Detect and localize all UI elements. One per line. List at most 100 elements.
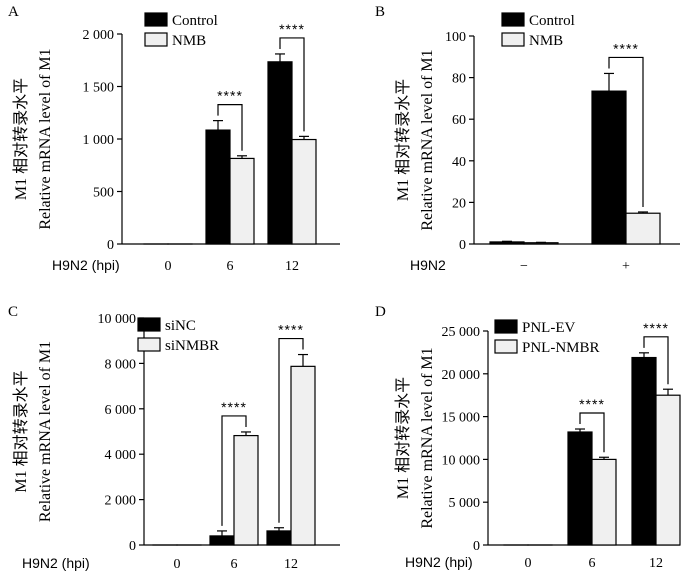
legend-swatch <box>144 32 168 47</box>
legend-swatch <box>137 317 161 332</box>
y-tick-label: 10 000 <box>442 453 481 468</box>
bar <box>291 138 317 245</box>
y-tick-label: 0 <box>129 539 136 554</box>
legend-label: PNL-NMBR <box>522 340 600 356</box>
bar <box>267 61 293 245</box>
x-tick-label: 6 <box>589 556 596 571</box>
x-tick-label: 12 <box>285 259 299 274</box>
significance-label: **** <box>643 320 669 336</box>
significance-bracket <box>608 56 644 207</box>
bar <box>266 530 292 546</box>
legend-swatch <box>137 337 161 352</box>
significance-bracket <box>279 37 305 132</box>
y-tick-label: 500 <box>93 186 114 201</box>
y-tick-label: 10 000 <box>98 312 137 327</box>
bar <box>523 242 559 245</box>
panel-label: C <box>8 304 18 320</box>
chart-panel-a: A 0 500 1 000 1 500 2 000 M1 相对转录水平 Relative mR… <box>8 4 340 274</box>
legend-label: Control <box>529 13 575 29</box>
x-axis-label: H9N2 (hpi) <box>22 555 90 571</box>
bar <box>489 241 525 245</box>
y-tick-label: 8 000 <box>105 357 137 372</box>
legend-label: NMB <box>172 33 206 49</box>
significance-label: **** <box>278 322 304 338</box>
y-axis-label-cn: M1 相对转录水平 <box>394 79 412 201</box>
legend-label: siNMBR <box>165 338 219 354</box>
x-axis-label: H9N2 (hpi) <box>52 257 120 273</box>
bar <box>655 394 681 546</box>
x-tick-label: − <box>520 259 528 274</box>
chart-panel-b: B 0 20 40 60 80 100 M1 相对转录水平 Relative mRNA leve… <box>375 4 680 274</box>
y-axis-label-cn: M1 相对转录水平 <box>394 377 412 499</box>
y-tick-label: 40 <box>452 155 466 170</box>
bar <box>591 90 627 245</box>
y-tick-label: 100 <box>445 30 466 45</box>
legend-label: siNC <box>165 318 196 334</box>
y-tick-label: 2 000 <box>83 28 115 43</box>
y-axis-label-en: Relative mRNA level of M1 <box>419 347 436 528</box>
y-tick-label: 1 000 <box>83 133 115 148</box>
x-tick-label: 6 <box>227 259 234 274</box>
x-tick-label: 12 <box>284 557 298 572</box>
bar <box>290 365 316 546</box>
bar <box>625 212 661 245</box>
bar <box>205 129 231 245</box>
x-tick-label: 12 <box>649 556 663 571</box>
legend-swatch <box>494 319 518 334</box>
bar <box>567 431 593 546</box>
x-axis-label: H9N2 <box>410 257 446 273</box>
x-tick-label: 0 <box>174 557 181 572</box>
legend-label: Control <box>172 13 218 29</box>
legend-label: PNL-EV <box>522 320 575 336</box>
significance-label: **** <box>579 396 605 412</box>
legend-swatch <box>501 32 525 47</box>
significance-label: **** <box>217 88 243 104</box>
y-axis-label-en: Relative mRNA level of M1 <box>419 49 436 230</box>
y-tick-label: 15 000 <box>442 411 481 426</box>
significance-bracket <box>643 336 669 385</box>
x-tick-label: 0 <box>525 556 532 571</box>
bar <box>631 356 657 546</box>
bar <box>209 535 235 546</box>
significance-label: **** <box>613 40 639 56</box>
y-tick-label: 1 500 <box>83 81 115 96</box>
y-axis-label-en: Relative mRNA level of M1 <box>37 48 54 229</box>
legend-swatch <box>501 12 525 27</box>
y-tick-label: 80 <box>452 72 466 87</box>
y-tick-label: 20 <box>452 196 466 211</box>
significance-bracket <box>217 104 243 151</box>
significance-bracket <box>221 415 247 526</box>
significance-bracket <box>579 412 605 453</box>
y-axis-label-en: Relative mRNA level of M1 <box>37 341 54 522</box>
y-tick-label: 6 000 <box>105 403 137 418</box>
x-tick-label: 0 <box>165 259 172 274</box>
y-tick-label: 60 <box>452 113 466 128</box>
legend-swatch <box>144 12 168 27</box>
chart-panel-c: C 0 2 000 4 000 6 000 8 000 10 000 M1 相对转录水平 Rel… <box>8 304 340 572</box>
legend-swatch <box>494 339 518 354</box>
significance-label: **** <box>279 21 305 37</box>
bar <box>591 458 617 546</box>
y-tick-label: 0 <box>107 238 114 253</box>
y-tick-label: 25 000 <box>442 325 481 340</box>
y-tick-label: 0 <box>473 539 480 554</box>
y-axis-label-cn: M1 相对转录水平 <box>12 370 30 492</box>
legend-label: NMB <box>529 33 563 49</box>
y-axis-label-cn: M1 相对转录水平 <box>12 78 30 200</box>
bar <box>233 434 259 546</box>
y-tick-label: 5 000 <box>449 496 481 511</box>
y-tick-label: 0 <box>459 238 466 253</box>
panel-label: D <box>375 304 386 320</box>
x-tick-label: 6 <box>231 557 238 572</box>
y-tick-label: 20 000 <box>442 368 481 383</box>
chart-panel-d: D 0 5 000 10 000 15 000 20 000 25 000 M1 相对转录水平… <box>375 304 681 571</box>
x-tick-label: + <box>622 259 630 274</box>
y-tick-label: 4 000 <box>105 448 137 463</box>
y-tick-label: 2 000 <box>105 494 137 509</box>
significance-bracket <box>278 337 304 523</box>
panel-label: B <box>375 4 385 20</box>
panel-label: A <box>8 4 19 20</box>
significance-label: **** <box>221 399 247 415</box>
bar <box>229 157 255 245</box>
